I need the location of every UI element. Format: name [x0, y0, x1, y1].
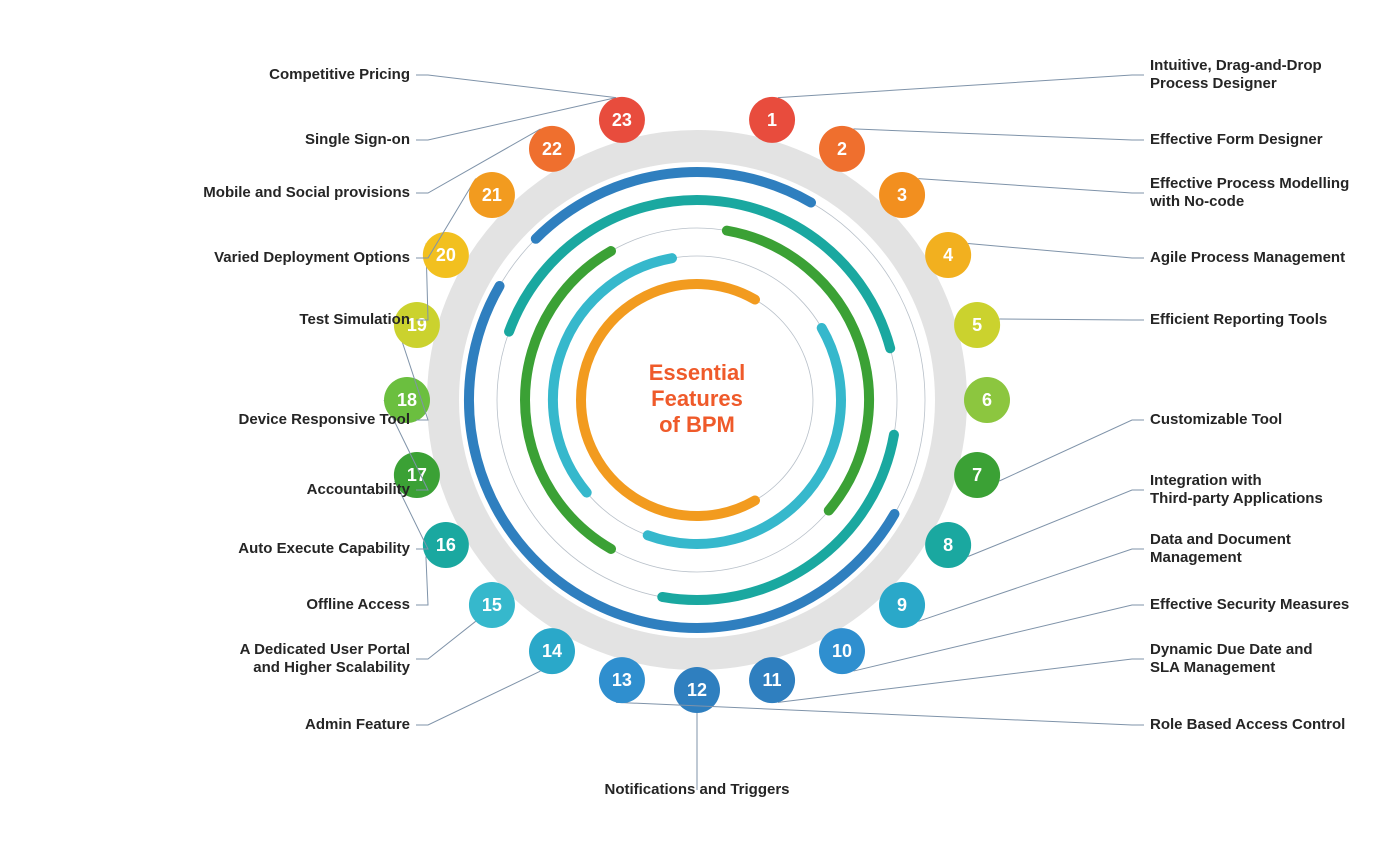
center-title-line: Essential [649, 360, 746, 385]
node-label-9: Management [1150, 549, 1242, 566]
leader-line [968, 244, 1144, 259]
node-label-4: Agile Process Management [1150, 249, 1345, 266]
node-number-23: 23 [612, 110, 632, 130]
leader-line [416, 621, 476, 659]
node-number-9: 9 [897, 595, 907, 615]
node-number-18: 18 [397, 390, 417, 410]
leader-line [854, 129, 1145, 140]
node-label-8: Integration with [1150, 472, 1262, 489]
node-label-2: Effective Form Designer [1150, 131, 1323, 148]
node-label-11: SLA Management [1150, 659, 1275, 676]
node-number-11: 11 [763, 670, 782, 690]
node-number-20: 20 [436, 245, 456, 265]
node-number-16: 16 [436, 535, 456, 555]
node-label-13: Role Based Access Control [1150, 716, 1345, 733]
center-title: EssentialFeaturesof BPM [649, 360, 746, 437]
leader-line [416, 671, 541, 725]
node-number-22: 22 [542, 139, 562, 159]
node-label-12: Notifications and Triggers [604, 781, 789, 798]
node-label-15: A Dedicated User Portal [240, 641, 410, 658]
node-label-8: Third-party Applications [1150, 490, 1323, 507]
node-number-10: 10 [832, 641, 852, 661]
node-label-1: Process Designer [1150, 75, 1277, 92]
leader-line [416, 557, 428, 606]
center-title-line: Features [651, 386, 743, 411]
node-label-9: Data and Document [1150, 531, 1291, 548]
node-number-14: 14 [542, 641, 562, 661]
node-label-20: Test Simulation [299, 311, 410, 328]
node-label-23: Single Sign-on [305, 131, 410, 148]
leader-line [918, 179, 1144, 193]
bpm-features-infographic: EssentialFeaturesof BPM 1 Intuitive, Drag-… [0, 0, 1394, 850]
node-label-11: Dynamic Due Date and [1150, 641, 1313, 658]
center-title-line: of BPM [659, 412, 735, 437]
node-number-4: 4 [943, 245, 953, 265]
node-number-3: 3 [897, 185, 907, 205]
node-label-17: Auto Execute Capability [238, 540, 410, 557]
node-label-22: Mobile and Social provisions [203, 184, 410, 201]
node-number-8: 8 [943, 535, 953, 555]
node-label-3: Effective Process Modelling [1150, 175, 1349, 192]
leader-line [416, 98, 616, 140]
node-number-6: 6 [982, 390, 992, 410]
node-label-10: Effective Security Measures [1150, 596, 1349, 613]
leader-line [999, 420, 1144, 481]
node-label-7: Customizable Tool [1150, 411, 1282, 428]
node-label-1: Intuitive, Drag-and-Drop [1150, 57, 1322, 74]
node-label-18: Accountability [307, 481, 411, 498]
leader-line [968, 490, 1144, 557]
leader-line [999, 319, 1144, 320]
node-label-15: and Higher Scalability [253, 659, 410, 676]
node-label-3: with No-code [1149, 193, 1244, 210]
node-number-1: 1 [767, 110, 777, 130]
leader-line [416, 75, 616, 98]
node-number-12: 12 [687, 680, 707, 700]
node-number-15: 15 [482, 595, 502, 615]
node-label-16: Offline Access [306, 596, 410, 613]
node-number-7: 7 [972, 465, 982, 485]
node-number-5: 5 [972, 315, 982, 335]
node-number-2: 2 [837, 139, 847, 159]
node-label-19: Device Responsive Tool [239, 411, 410, 428]
node-label-21: Varied Deployment Options [214, 249, 410, 266]
node-number-21: 21 [482, 185, 502, 205]
node-label-14: Admin Feature [305, 716, 410, 733]
leader-line [778, 75, 1144, 98]
node-number-13: 13 [612, 670, 632, 690]
leader-line [616, 702, 1144, 725]
node-label-5: Efficient Reporting Tools [1150, 311, 1327, 328]
node-label-competitive-pricing: Competitive Pricing [269, 66, 410, 83]
